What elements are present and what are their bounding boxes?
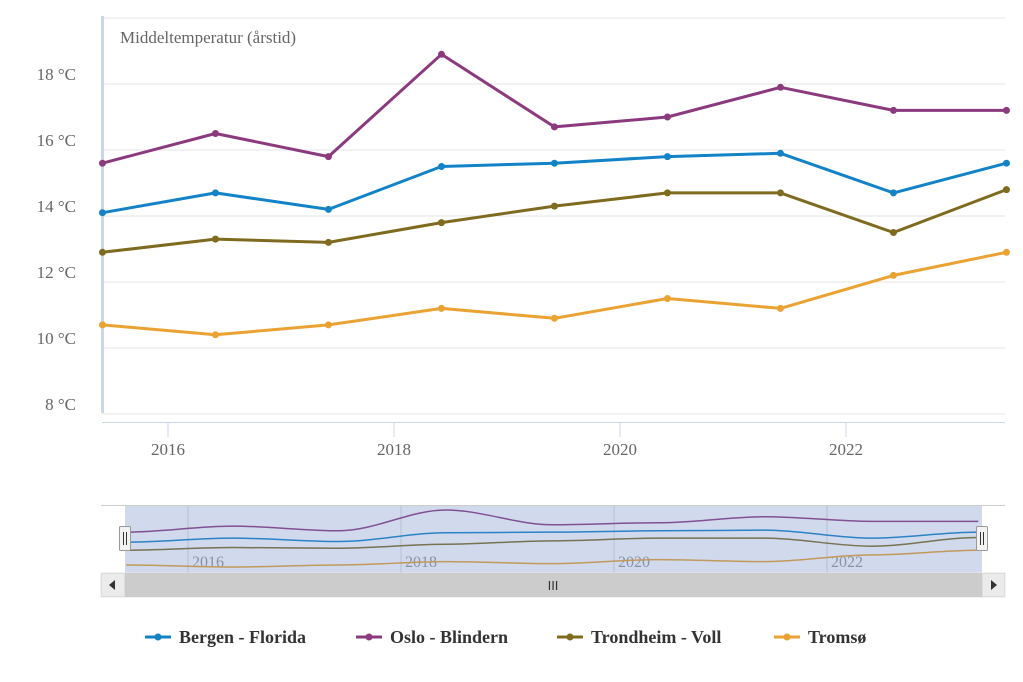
data-point bbox=[776, 189, 784, 197]
series-lines bbox=[98, 50, 1010, 339]
legend-symbol-marker bbox=[783, 633, 791, 641]
data-point bbox=[1002, 106, 1010, 114]
data-point bbox=[1002, 186, 1010, 194]
y-tick-label: 16 °C bbox=[37, 131, 76, 150]
x-tick-label: 2018 bbox=[377, 440, 411, 459]
data-point bbox=[437, 304, 445, 312]
legend: Bergen - Florida Oslo - Blindern Trondheim… bbox=[145, 627, 866, 647]
data-point bbox=[550, 202, 558, 210]
navigator-series-line bbox=[126, 529, 979, 543]
navigator-handle-right[interactable] bbox=[976, 526, 988, 551]
series-oslo-blindern bbox=[98, 50, 1010, 167]
data-point bbox=[211, 189, 219, 197]
data-point bbox=[211, 331, 219, 339]
data-point bbox=[324, 238, 332, 246]
series-line bbox=[102, 52, 1007, 165]
data-point bbox=[98, 248, 106, 256]
data-point bbox=[437, 163, 445, 170]
data-point bbox=[98, 209, 106, 217]
data-point bbox=[211, 235, 219, 243]
arrow-left-icon bbox=[109, 580, 115, 590]
navigator-tick-label: 2020 bbox=[618, 554, 650, 571]
data-point bbox=[889, 189, 897, 197]
data-point bbox=[776, 83, 784, 91]
data-point bbox=[1002, 248, 1010, 256]
chart-title: Middeltemperatur (årstid) bbox=[120, 28, 296, 47]
data-point bbox=[211, 130, 219, 137]
series-tromsø bbox=[98, 248, 1010, 339]
scrollbar-grip: III bbox=[548, 578, 559, 593]
x-tick-label: 2020 bbox=[603, 440, 637, 459]
series-line bbox=[102, 188, 1007, 254]
data-point bbox=[776, 304, 784, 312]
scrollbar[interactable]: III bbox=[100, 572, 1006, 598]
data-point bbox=[550, 159, 558, 167]
legend-symbol-marker bbox=[154, 633, 162, 641]
data-point bbox=[1002, 159, 1010, 167]
legend-label: Bergen - Florida bbox=[179, 627, 306, 647]
navigator-selection-mask[interactable] bbox=[125, 505, 982, 573]
data-point bbox=[324, 153, 332, 161]
data-point bbox=[550, 314, 558, 322]
legend-symbol-marker bbox=[365, 633, 373, 641]
legend-item[interactable]: Oslo - Blindern bbox=[356, 627, 508, 647]
navigator-series-line bbox=[126, 549, 979, 568]
data-point bbox=[663, 189, 671, 197]
y-axis: 8 °C 10 °C 12 °C 14 °C 16 °C 18 °C bbox=[37, 65, 76, 414]
legend-item[interactable]: Bergen - Florida bbox=[145, 627, 306, 647]
data-point bbox=[324, 321, 332, 329]
legend-symbol-marker bbox=[566, 633, 574, 641]
series-trondheim-voll bbox=[98, 186, 1010, 256]
data-point bbox=[437, 50, 445, 58]
legend-label: Trondheim - Voll bbox=[591, 627, 721, 647]
y-tick-label: 10 °C bbox=[37, 329, 76, 348]
data-point bbox=[324, 205, 332, 213]
series-line bbox=[102, 250, 1007, 337]
navigator-tick-label: 2022 bbox=[831, 554, 863, 571]
legend-item[interactable]: Tromsø bbox=[774, 627, 866, 647]
arrow-right-icon bbox=[991, 580, 997, 590]
y-tick-label: 14 °C bbox=[37, 197, 76, 216]
grid-lines bbox=[101, 16, 1005, 415]
series-bergen-florida bbox=[98, 149, 1010, 217]
data-point bbox=[776, 149, 784, 157]
data-point bbox=[663, 113, 671, 121]
y-tick-label: 12 °C bbox=[37, 263, 76, 282]
data-point bbox=[663, 153, 671, 161]
data-point bbox=[437, 219, 445, 227]
data-point bbox=[889, 271, 897, 279]
data-point bbox=[663, 295, 671, 302]
data-point bbox=[550, 123, 558, 131]
navigator-handle-left[interactable] bbox=[119, 526, 131, 551]
scroll-right-button[interactable] bbox=[982, 573, 1005, 597]
x-axis: 2016 2018 2020 2022 bbox=[102, 422, 1005, 459]
legend-item[interactable]: Trondheim - Voll bbox=[557, 627, 721, 647]
y-tick-label: 18 °C bbox=[37, 65, 76, 84]
legend-label: Oslo - Blindern bbox=[390, 627, 508, 647]
x-tick-label: 2022 bbox=[829, 440, 863, 459]
legend-label: Tromsø bbox=[808, 627, 866, 647]
scroll-left-button[interactable] bbox=[101, 573, 125, 597]
data-point bbox=[98, 321, 106, 329]
data-point bbox=[98, 159, 106, 167]
y-tick-label: 8 °C bbox=[45, 395, 76, 414]
data-point bbox=[889, 106, 897, 114]
navigator-series-line bbox=[126, 509, 979, 533]
data-point bbox=[889, 229, 897, 236]
scrollbar-thumb[interactable] bbox=[125, 573, 982, 597]
navigator-series-line bbox=[126, 536, 979, 551]
x-tick-label: 2016 bbox=[151, 440, 185, 459]
